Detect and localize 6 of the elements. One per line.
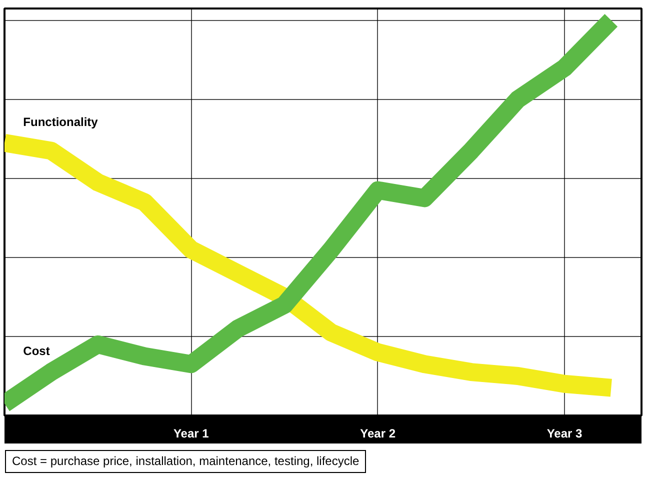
- x-tick-label: Year 3: [546, 426, 583, 440]
- x-tick-label: Year 2: [360, 426, 396, 440]
- text: Cost = purchase price, installation, maintenance, testing, lifecycle: [12, 453, 360, 470]
- series-label: Functionality: [23, 114, 98, 129]
- series-label: Cost: [23, 344, 50, 358]
- x-tick-label: Year 1: [173, 426, 210, 440]
